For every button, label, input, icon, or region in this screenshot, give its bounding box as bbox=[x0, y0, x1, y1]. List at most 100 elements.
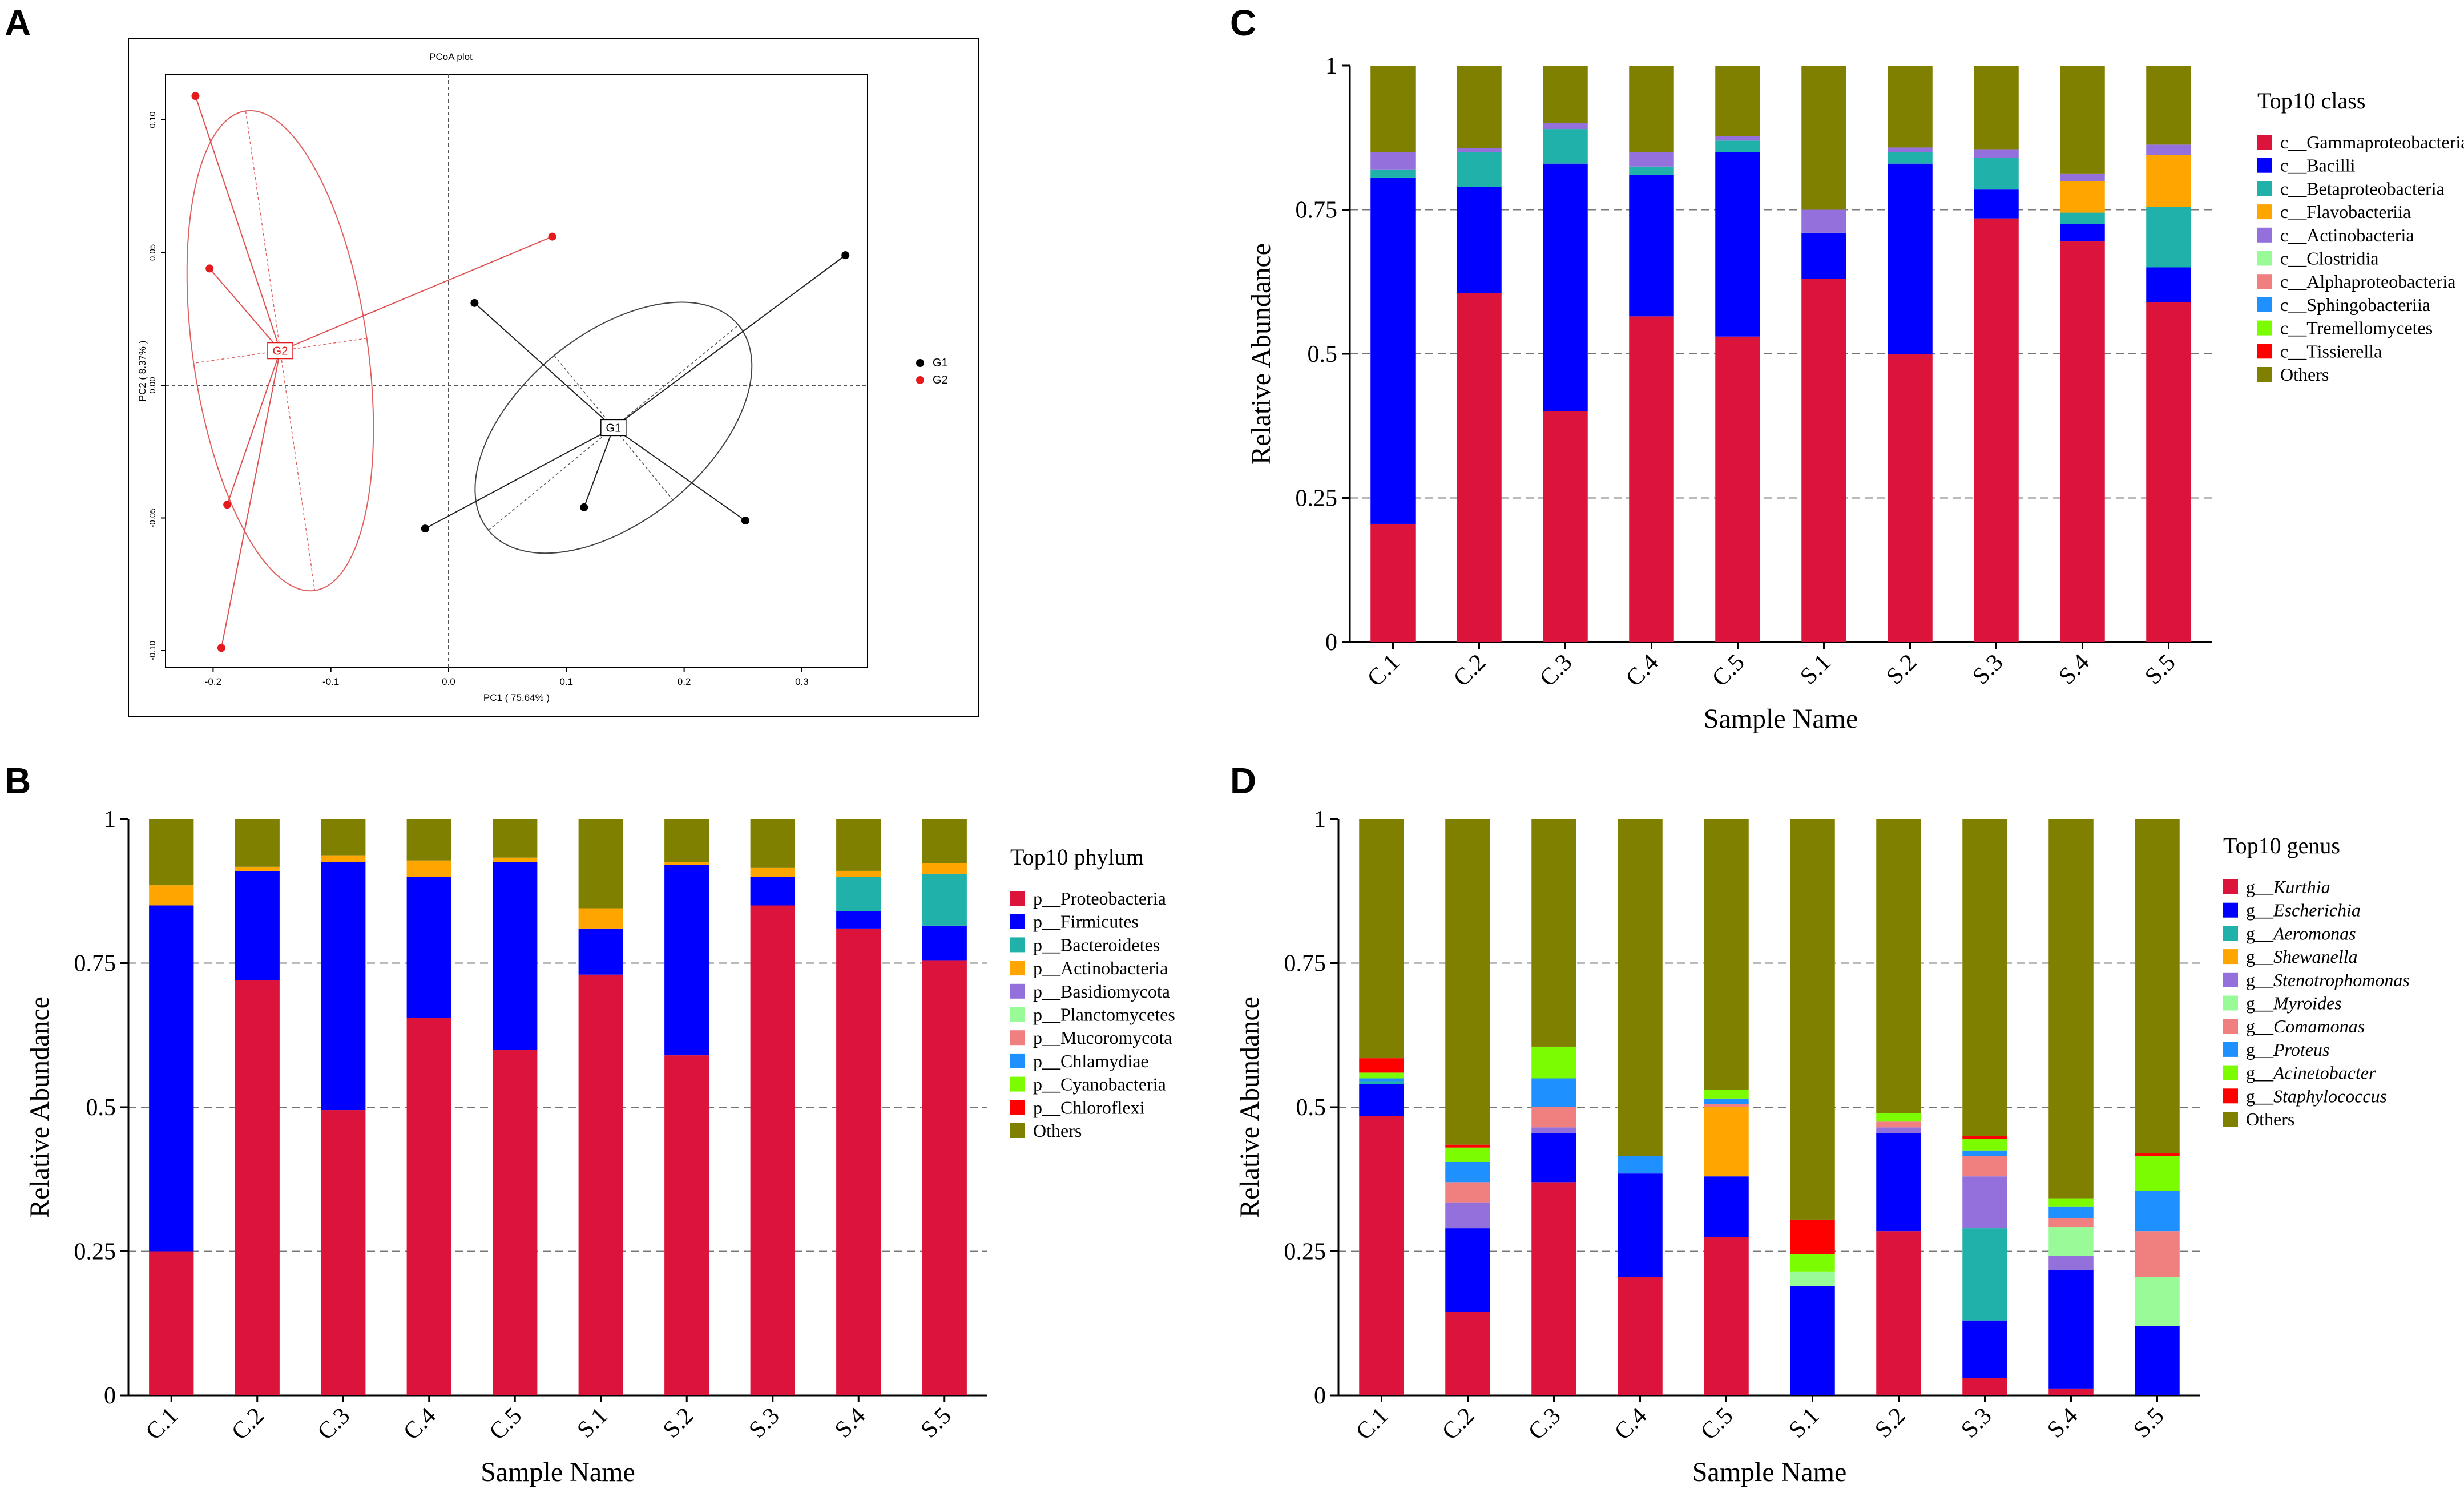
legend-label: g__Acinetobacter bbox=[2246, 1063, 2376, 1083]
x-tick-label: -0.1 bbox=[322, 676, 339, 687]
bar-segment bbox=[406, 819, 451, 861]
legend-swatch bbox=[1010, 983, 1025, 999]
legend-swatch bbox=[1010, 1076, 1025, 1092]
panel-a: A PCoA plot -0.2 -0.1 0.0 0.1 0.2 0.3 -0.10 -0.0… bbox=[5, 2, 979, 717]
x-tick-label: S.4 bbox=[2054, 649, 2094, 690]
legend-swatch bbox=[2223, 1088, 2238, 1104]
bar-segment bbox=[1715, 66, 1760, 136]
legend-swatch bbox=[2257, 227, 2272, 243]
bar-segment bbox=[1888, 163, 1933, 354]
spoke-line bbox=[583, 427, 614, 508]
figure-frame bbox=[128, 38, 979, 717]
y-tick-label: 0.5 bbox=[86, 1095, 116, 1121]
legend-swatch bbox=[2257, 181, 2272, 196]
y-axis-label: Relative Abundance bbox=[25, 996, 55, 1218]
bar-segment bbox=[2146, 66, 2191, 145]
bar-segment bbox=[1457, 293, 1502, 642]
bar-segment bbox=[1801, 209, 1846, 233]
legend-marker bbox=[916, 359, 924, 367]
bar-segment bbox=[2060, 181, 2105, 213]
bar-segment bbox=[1790, 1219, 1835, 1254]
bar-segment bbox=[1704, 1176, 1749, 1237]
x-tick-label: S.3 bbox=[1967, 649, 2008, 690]
bar-segment bbox=[1445, 1147, 1490, 1162]
legend-swatch bbox=[1010, 914, 1025, 929]
bar-segment bbox=[1704, 819, 1749, 1090]
bar-segment bbox=[1715, 136, 1760, 141]
legend-swatch bbox=[2257, 158, 2272, 173]
bar-segment bbox=[2048, 1218, 2094, 1228]
legend-swatch bbox=[1010, 961, 1025, 976]
bar-segment bbox=[2060, 241, 2105, 642]
bar-segment bbox=[664, 862, 709, 865]
bar-segment bbox=[1445, 1202, 1490, 1229]
bar-segment bbox=[1531, 819, 1576, 1047]
x-tick-label: C.4 bbox=[1610, 1403, 1652, 1446]
bar-segment bbox=[664, 865, 709, 1056]
y-tick-label: -0.05 bbox=[148, 508, 158, 527]
y-tick-label: 0.25 bbox=[1296, 486, 1338, 512]
legend-swatch bbox=[2257, 251, 2272, 266]
bar-segment bbox=[1962, 1320, 2007, 1378]
legend-label: c__Clostridia bbox=[2280, 248, 2378, 269]
legend-title: Top10 genus bbox=[2223, 833, 2340, 858]
legend-swatch bbox=[2223, 995, 2238, 1011]
legend-swatch bbox=[2257, 344, 2272, 359]
x-tick-label: S.3 bbox=[1956, 1403, 1997, 1443]
legend-label: g__Myroides bbox=[2246, 993, 2342, 1014]
y-tick-label: 1 bbox=[104, 806, 116, 833]
x-tick-label: C.3 bbox=[1523, 1403, 1566, 1446]
x-tick-label: C.1 bbox=[1351, 1403, 1394, 1446]
x-tick-label: S.5 bbox=[2128, 1403, 2169, 1443]
legend-label: g__Stenotrophomonas bbox=[2246, 970, 2410, 990]
bar-segment bbox=[1457, 187, 1502, 293]
spoke-line bbox=[425, 427, 614, 529]
bar-segment bbox=[2135, 1191, 2180, 1232]
legend-label: p__Planctomycetes bbox=[1033, 1004, 1175, 1025]
bar-segment bbox=[2048, 1388, 2094, 1395]
bar-segment bbox=[1457, 66, 1502, 148]
sample-point-g2 bbox=[548, 232, 556, 241]
chart-title: PCoA plot bbox=[429, 51, 473, 62]
bar-segment bbox=[1715, 140, 1760, 152]
bar-segment bbox=[1629, 152, 1674, 167]
bar-segment bbox=[1801, 66, 1846, 210]
legend-label: c__Betaproteobacteria bbox=[2280, 178, 2445, 199]
phylum-stacked-bar-chart: 0 0.25 0.5 0.75 1 C.1 C.2 C.3 C.4 C.5 S.1 S.2 S.3 S.4… bbox=[25, 806, 1175, 1487]
bar-segment bbox=[1531, 1127, 1576, 1133]
legend-label: Others bbox=[2280, 364, 2329, 385]
sample-point-g2 bbox=[191, 92, 200, 100]
bar-segment bbox=[836, 819, 881, 871]
bar-segment bbox=[493, 862, 538, 1050]
bar-segment bbox=[2048, 1270, 2094, 1389]
x-tick-label: S.1 bbox=[1795, 649, 1836, 690]
y-tick-label: -0.10 bbox=[148, 641, 158, 660]
bar-segment bbox=[1445, 1144, 1490, 1148]
bar-segment bbox=[1962, 1378, 2007, 1395]
y-tick-label: 0.5 bbox=[1308, 341, 1338, 368]
bar-segment bbox=[1876, 1113, 1921, 1122]
bar-segment bbox=[2048, 1256, 2094, 1270]
legend-label: p__Mucoromycota bbox=[1033, 1027, 1172, 1048]
bar-segment bbox=[1962, 1136, 2007, 1139]
bar-segment bbox=[1704, 1104, 1749, 1107]
bar-segment bbox=[1531, 1133, 1576, 1183]
panel-b: B 0 0.25 0.5 0.75 1 C.1 C.2 C.3 C.4 C.5 S.1 S.2 S.3 S… bbox=[5, 760, 1175, 1487]
sample-point-g2 bbox=[223, 501, 232, 509]
bar-segment bbox=[2135, 1326, 2180, 1395]
bar-segment bbox=[1801, 232, 1846, 279]
bar-segment bbox=[2135, 1153, 2180, 1156]
bar-segment bbox=[1531, 1182, 1576, 1395]
legend-label: p__Actinobacteria bbox=[1033, 958, 1168, 978]
bar-segment bbox=[1790, 819, 1835, 1220]
plot-area-border bbox=[165, 74, 868, 668]
bar-segment bbox=[1876, 1231, 1921, 1395]
x-tick-label: C.5 bbox=[1696, 1403, 1739, 1446]
x-axis-label: Sample Name bbox=[1704, 704, 1858, 734]
x-tick-label: C.1 bbox=[1362, 649, 1405, 692]
centroid-label: G1 bbox=[606, 422, 621, 434]
legend-swatch bbox=[2257, 320, 2272, 336]
bar-segment bbox=[2048, 1198, 2094, 1207]
bar-segment bbox=[1962, 1176, 2007, 1229]
y-tick-label: 0.25 bbox=[1284, 1239, 1326, 1265]
